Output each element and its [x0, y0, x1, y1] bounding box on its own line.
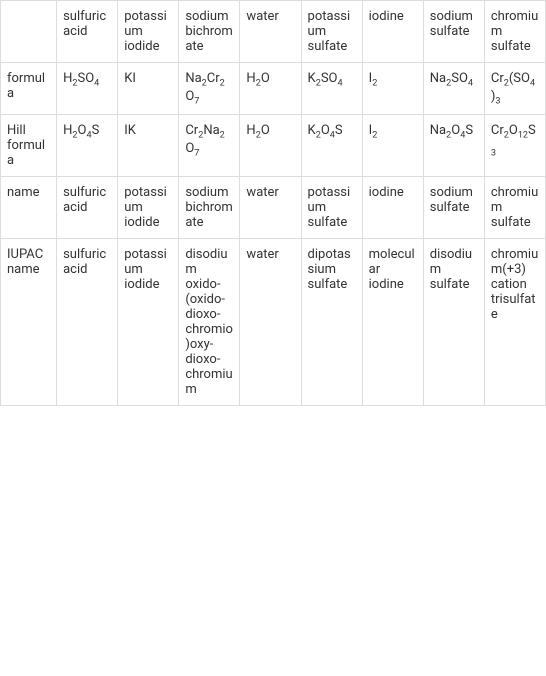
- cell-hill-chromium-sulfate: Cr2O12S3: [484, 115, 545, 177]
- header-iodine: iodine: [362, 1, 423, 63]
- cell-hill-sodium-sulfate: Na2O4S: [423, 115, 484, 177]
- header-water: water: [240, 1, 301, 63]
- cell-name-sodium-bichromate: sodium bichromate: [179, 177, 240, 239]
- header-sodium-bichromate: sodium bichromate: [179, 1, 240, 63]
- cell-iupac-potassium-sulfate: dipotassium sulfate: [301, 239, 362, 406]
- header-potassium-iodide: potassium iodide: [118, 1, 179, 63]
- cell-hill-water: H2O: [240, 115, 301, 177]
- cell-formula-sodium-bichromate: Na2Cr2O7: [179, 63, 240, 115]
- cell-formula-potassium-sulfate: K2SO4: [301, 63, 362, 115]
- table-row-iupac-name: IUPAC name sulfuric acid potassium iodid…: [1, 239, 546, 406]
- cell-iupac-sodium-sulfate: disodium sulfate: [423, 239, 484, 406]
- table-header-row: sulfuric acid potassium iodide sodium bi…: [1, 1, 546, 63]
- cell-iupac-water: water: [240, 239, 301, 406]
- cell-hill-sulfuric-acid: H2O4S: [57, 115, 118, 177]
- cell-name-chromium-sulfate: chromium sulfate: [484, 177, 545, 239]
- cell-formula-sulfuric-acid: H2SO4: [57, 63, 118, 115]
- cell-name-sulfuric-acid: sulfuric acid: [57, 177, 118, 239]
- cell-formula-chromium-sulfate: Cr2(SO4)3: [484, 63, 545, 115]
- table-row-hill-formula: Hill formula H2O4S IK Cr2Na2O7 H2O K2O4S…: [1, 115, 546, 177]
- row-header-name: name: [1, 177, 57, 239]
- cell-hill-sodium-bichromate: Cr2Na2O7: [179, 115, 240, 177]
- row-header-formula: formula: [1, 63, 57, 115]
- header-chromium-sulfate: chromium sulfate: [484, 1, 545, 63]
- header-potassium-sulfate: potassium sulfate: [301, 1, 362, 63]
- cell-formula-water: H2O: [240, 63, 301, 115]
- cell-name-iodine: iodine: [362, 177, 423, 239]
- cell-name-potassium-iodide: potassium iodide: [118, 177, 179, 239]
- cell-formula-sodium-sulfate: Na2SO4: [423, 63, 484, 115]
- cell-formula-iodine: I2: [362, 63, 423, 115]
- cell-iupac-potassium-iodide: potassium iodide: [118, 239, 179, 406]
- cell-iupac-iodine: molecular iodine: [362, 239, 423, 406]
- cell-hill-potassium-sulfate: K2O4S: [301, 115, 362, 177]
- row-header-iupac-name: IUPAC name: [1, 239, 57, 406]
- cell-name-sodium-sulfate: sodium sulfate: [423, 177, 484, 239]
- table-row-formula: formula H2SO4 KI Na2Cr2O7 H2O K2SO4 I2 N…: [1, 63, 546, 115]
- cell-hill-potassium-iodide: IK: [118, 115, 179, 177]
- cell-name-potassium-sulfate: potassium sulfate: [301, 177, 362, 239]
- cell-hill-iodine: I2: [362, 115, 423, 177]
- chemical-properties-table: sulfuric acid potassium iodide sodium bi…: [0, 0, 546, 406]
- cell-iupac-chromium-sulfate: chromium(+3) cation trisulfate: [484, 239, 545, 406]
- header-sulfuric-acid: sulfuric acid: [57, 1, 118, 63]
- header-empty: [1, 1, 57, 63]
- cell-formula-potassium-iodide: KI: [118, 63, 179, 115]
- table-row-name: name sulfuric acid potassium iodide sodi…: [1, 177, 546, 239]
- cell-iupac-sulfuric-acid: sulfuric acid: [57, 239, 118, 406]
- table-body: formula H2SO4 KI Na2Cr2O7 H2O K2SO4 I2 N…: [1, 63, 546, 406]
- row-header-hill-formula: Hill formula: [1, 115, 57, 177]
- cell-iupac-sodium-bichromate: disodium oxido-(oxido-dioxo-chromio)oxy-…: [179, 239, 240, 406]
- header-sodium-sulfate: sodium sulfate: [423, 1, 484, 63]
- cell-name-water: water: [240, 177, 301, 239]
